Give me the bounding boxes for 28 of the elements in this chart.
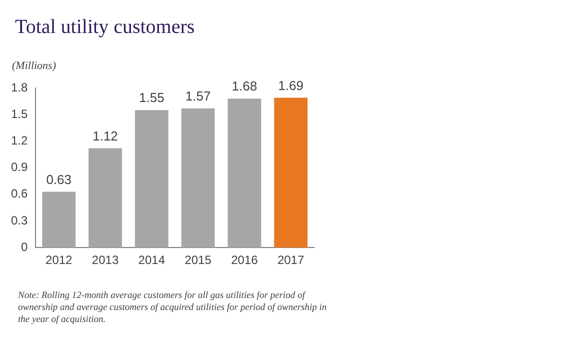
bar: [228, 98, 262, 248]
y-tick-label: 1.8: [10, 80, 28, 94]
bar: [274, 98, 308, 248]
y-tick-label: 0: [20, 240, 28, 254]
x-tick-label: 2012: [46, 253, 73, 268]
bar: [134, 110, 168, 248]
bar: [42, 192, 76, 248]
x-tick-label: 2013: [92, 253, 119, 268]
x-tick-label: 2014: [138, 253, 166, 268]
data-label: 1.68: [232, 78, 258, 94]
data-label: 0.63: [46, 172, 72, 187]
data-label: 1.57: [185, 88, 211, 104]
data-label: 1.55: [138, 90, 164, 106]
bar: [88, 148, 122, 248]
y-axis-title: (Millions): [12, 60, 56, 72]
data-label: 1.12: [92, 128, 118, 144]
bar: [181, 108, 215, 248]
y-tick-label: 1.5: [10, 106, 28, 121]
x-tick-label: 2017: [277, 253, 304, 268]
y-tick-label: 1.2: [10, 134, 28, 148]
x-tick-label: 2015: [184, 253, 212, 268]
chart-title: Total utility customers: [15, 16, 195, 39]
x-tick-label: 2016: [231, 253, 258, 268]
data-label: 1.69: [278, 78, 304, 93]
text: Note: Rolling 12-month average customers for all gas utilities for period of ownership and average customers of acquired utilities for period of ownership in the year of acquisition.: [18, 290, 328, 326]
y-tick-label: 0.9: [10, 160, 28, 174]
y-tick-label: 0.3: [10, 213, 28, 228]
y-tick-label: 0.6: [10, 186, 28, 201]
